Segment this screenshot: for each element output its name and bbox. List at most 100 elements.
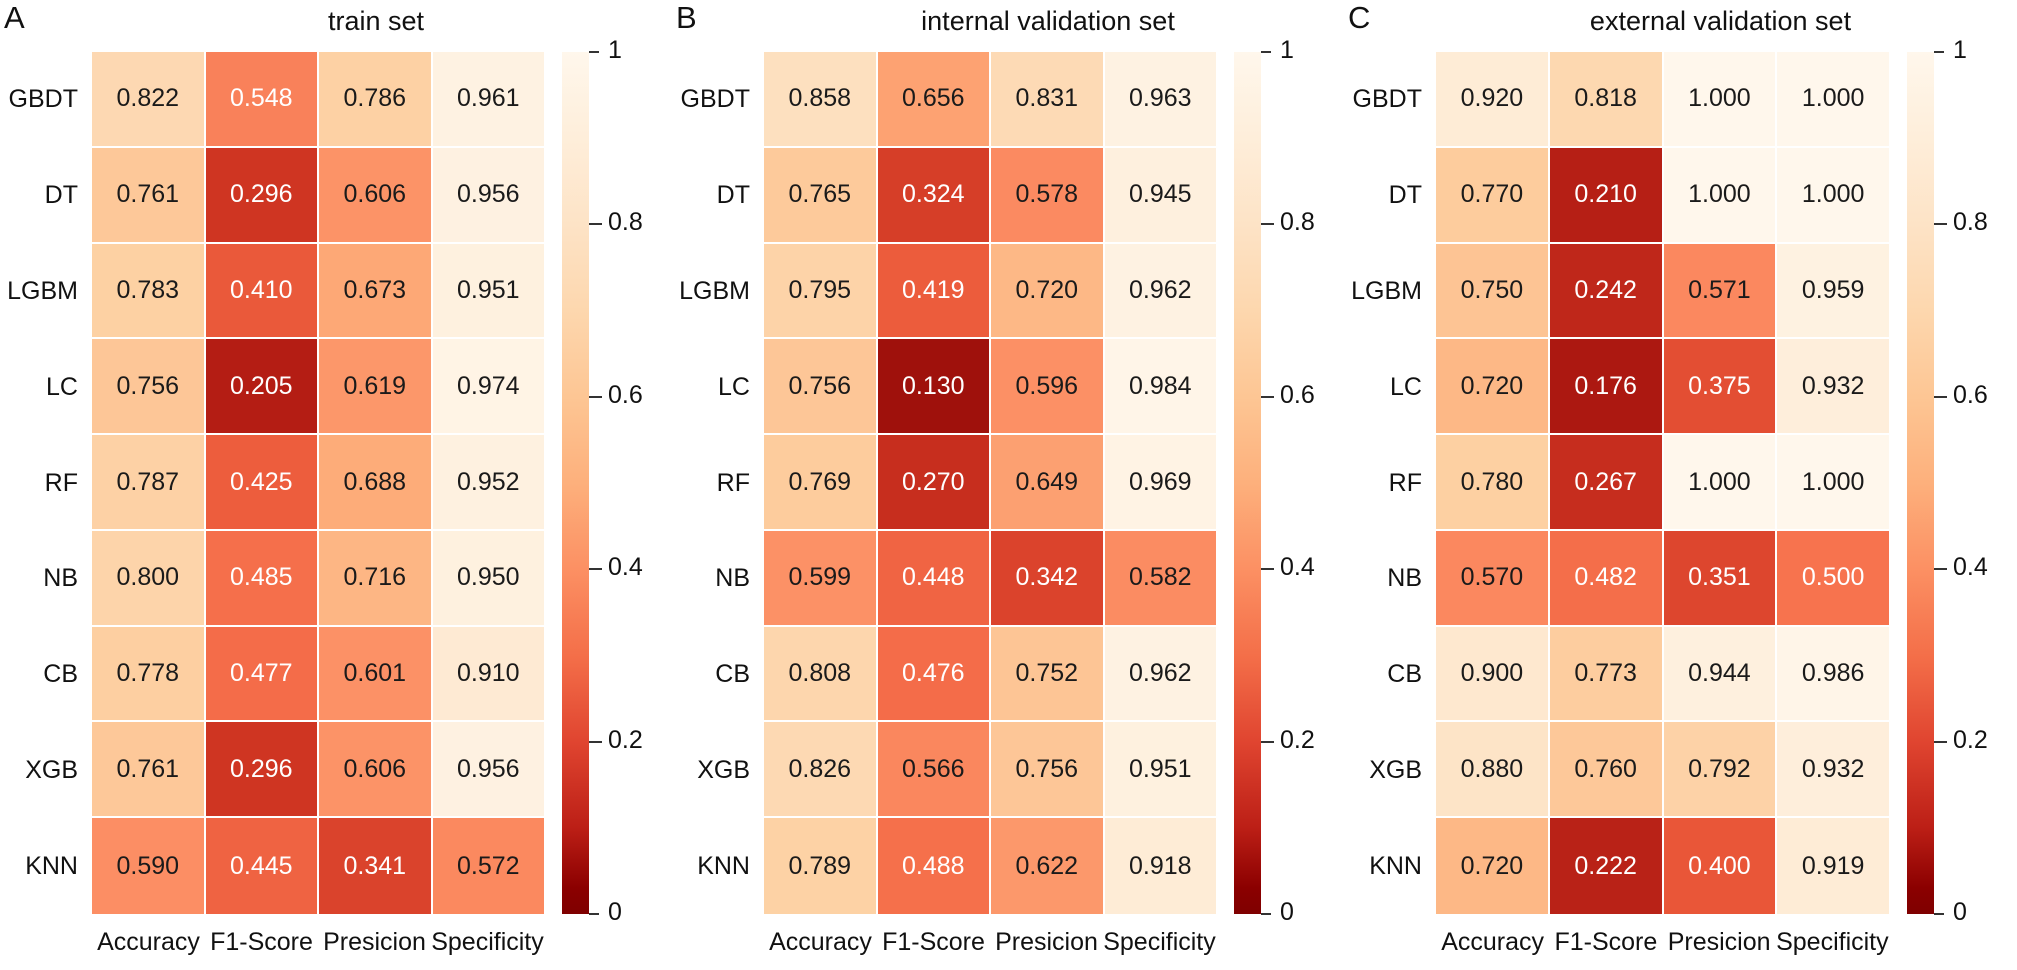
heatmap-cell[interactable]: 1.000 — [1777, 147, 1889, 244]
heatmap-cell[interactable]: 0.950 — [432, 530, 544, 627]
heatmap-cell[interactable]: 0.720 — [1436, 818, 1550, 915]
heatmap-cell[interactable]: 0.783 — [92, 243, 206, 340]
heatmap-cell[interactable]: 0.880 — [1436, 722, 1550, 819]
heatmap-cell[interactable]: 0.720 — [991, 243, 1105, 340]
heatmap-cell[interactable]: 0.341 — [319, 818, 433, 915]
heatmap-cell[interactable]: 0.476 — [877, 626, 991, 723]
heatmap-cell[interactable]: 0.566 — [877, 722, 991, 819]
heatmap-cell[interactable]: 0.488 — [877, 818, 991, 915]
heatmap-cell[interactable]: 0.765 — [764, 147, 878, 244]
heatmap-cell[interactable]: 0.582 — [1104, 530, 1216, 627]
heatmap-cell[interactable]: 0.375 — [1663, 339, 1778, 436]
heatmap-cell[interactable]: 0.974 — [432, 339, 544, 436]
heatmap-cell[interactable]: 0.205 — [205, 339, 319, 436]
heatmap-cell[interactable]: 0.599 — [764, 530, 878, 627]
heatmap-cell[interactable]: 0.800 — [92, 530, 206, 627]
heatmap-cell[interactable]: 0.448 — [877, 530, 991, 627]
heatmap-cell[interactable]: 0.485 — [205, 530, 319, 627]
heatmap-cell[interactable]: 0.831 — [991, 52, 1105, 148]
heatmap-cell[interactable]: 0.932 — [1777, 339, 1889, 436]
heatmap-cell[interactable]: 0.750 — [1436, 243, 1550, 340]
heatmap-cell[interactable]: 1.000 — [1663, 52, 1778, 148]
heatmap-cell[interactable]: 0.920 — [1436, 52, 1550, 148]
heatmap-cell[interactable]: 0.601 — [319, 626, 433, 723]
heatmap-cell[interactable]: 0.787 — [92, 435, 206, 531]
heatmap-cell[interactable]: 0.952 — [432, 435, 544, 531]
heatmap-cell[interactable]: 0.482 — [1549, 530, 1664, 627]
heatmap-cell[interactable]: 0.770 — [1436, 147, 1550, 244]
heatmap-cell[interactable]: 0.951 — [1104, 722, 1216, 819]
heatmap-cell[interactable]: 0.296 — [205, 147, 319, 244]
heatmap-cell[interactable]: 0.342 — [991, 530, 1105, 627]
heatmap-cell[interactable]: 0.910 — [432, 626, 544, 723]
heatmap-cell[interactable]: 0.959 — [1777, 243, 1889, 340]
heatmap-cell[interactable]: 0.425 — [205, 435, 319, 531]
heatmap-cell[interactable]: 0.656 — [877, 52, 991, 148]
heatmap-cell[interactable]: 0.673 — [319, 243, 433, 340]
heatmap-cell[interactable]: 0.756 — [92, 339, 206, 436]
heatmap-cell[interactable]: 0.969 — [1104, 435, 1216, 531]
heatmap-cell[interactable]: 0.818 — [1549, 52, 1664, 148]
heatmap-cell[interactable]: 0.760 — [1549, 722, 1664, 819]
heatmap-cell[interactable]: 0.986 — [1777, 626, 1889, 723]
heatmap-cell[interactable]: 0.822 — [92, 52, 206, 148]
heatmap-cell[interactable]: 0.606 — [319, 722, 433, 819]
heatmap-cell[interactable]: 0.808 — [764, 626, 878, 723]
heatmap-cell[interactable]: 0.795 — [764, 243, 878, 340]
heatmap-cell[interactable]: 0.956 — [432, 147, 544, 244]
heatmap-cell[interactable]: 0.778 — [92, 626, 206, 723]
heatmap-cell[interactable]: 0.769 — [764, 435, 878, 531]
heatmap-cell[interactable]: 0.130 — [877, 339, 991, 436]
heatmap-cell[interactable]: 0.596 — [991, 339, 1105, 436]
heatmap-cell[interactable]: 0.400 — [1663, 818, 1778, 915]
heatmap-cell[interactable]: 0.944 — [1663, 626, 1778, 723]
heatmap-cell[interactable]: 0.242 — [1549, 243, 1664, 340]
heatmap-cell[interactable]: 0.351 — [1663, 530, 1778, 627]
heatmap-cell[interactable]: 1.000 — [1663, 147, 1778, 244]
heatmap-cell[interactable]: 0.410 — [205, 243, 319, 340]
heatmap-cell[interactable]: 0.622 — [991, 818, 1105, 915]
heatmap-cell[interactable]: 0.210 — [1549, 147, 1664, 244]
heatmap-cell[interactable]: 0.951 — [432, 243, 544, 340]
heatmap-cell[interactable]: 0.688 — [319, 435, 433, 531]
heatmap-cell[interactable]: 0.324 — [877, 147, 991, 244]
heatmap-cell[interactable]: 0.716 — [319, 530, 433, 627]
heatmap-cell[interactable]: 0.267 — [1549, 435, 1664, 531]
heatmap-cell[interactable]: 0.932 — [1777, 722, 1889, 819]
heatmap-cell[interactable]: 0.578 — [991, 147, 1105, 244]
heatmap-cell[interactable]: 0.477 — [205, 626, 319, 723]
heatmap-cell[interactable]: 0.571 — [1663, 243, 1778, 340]
heatmap-cell[interactable]: 0.445 — [205, 818, 319, 915]
heatmap-cell[interactable]: 0.606 — [319, 147, 433, 244]
heatmap-cell[interactable]: 0.900 — [1436, 626, 1550, 723]
heatmap-cell[interactable]: 0.956 — [432, 722, 544, 819]
heatmap-cell[interactable]: 0.756 — [764, 339, 878, 436]
heatmap-cell[interactable]: 0.984 — [1104, 339, 1216, 436]
heatmap-cell[interactable]: 0.720 — [1436, 339, 1550, 436]
heatmap-cell[interactable]: 0.789 — [764, 818, 878, 915]
heatmap-cell[interactable]: 0.548 — [205, 52, 319, 148]
heatmap-cell[interactable]: 0.786 — [319, 52, 433, 148]
heatmap-cell[interactable]: 0.773 — [1549, 626, 1664, 723]
heatmap-cell[interactable]: 0.590 — [92, 818, 206, 915]
heatmap-cell[interactable]: 0.858 — [764, 52, 878, 148]
heatmap-cell[interactable]: 0.761 — [92, 147, 206, 244]
heatmap-cell[interactable]: 0.296 — [205, 722, 319, 819]
heatmap-cell[interactable]: 0.761 — [92, 722, 206, 819]
heatmap-cell[interactable]: 0.752 — [991, 626, 1105, 723]
heatmap-cell[interactable]: 0.780 — [1436, 435, 1550, 531]
heatmap-cell[interactable]: 0.570 — [1436, 530, 1550, 627]
heatmap-cell[interactable]: 0.918 — [1104, 818, 1216, 915]
heatmap-cell[interactable]: 0.756 — [991, 722, 1105, 819]
heatmap-cell[interactable]: 0.419 — [877, 243, 991, 340]
heatmap-cell[interactable]: 0.963 — [1104, 52, 1216, 148]
heatmap-cell[interactable]: 0.619 — [319, 339, 433, 436]
heatmap-cell[interactable]: 0.962 — [1104, 243, 1216, 340]
heatmap-cell[interactable]: 0.945 — [1104, 147, 1216, 244]
heatmap-cell[interactable]: 0.919 — [1777, 818, 1889, 915]
heatmap-cell[interactable]: 0.792 — [1663, 722, 1778, 819]
heatmap-cell[interactable]: 1.000 — [1777, 52, 1889, 148]
heatmap-cell[interactable]: 0.176 — [1549, 339, 1664, 436]
heatmap-cell[interactable]: 0.962 — [1104, 626, 1216, 723]
heatmap-cell[interactable]: 1.000 — [1777, 435, 1889, 531]
